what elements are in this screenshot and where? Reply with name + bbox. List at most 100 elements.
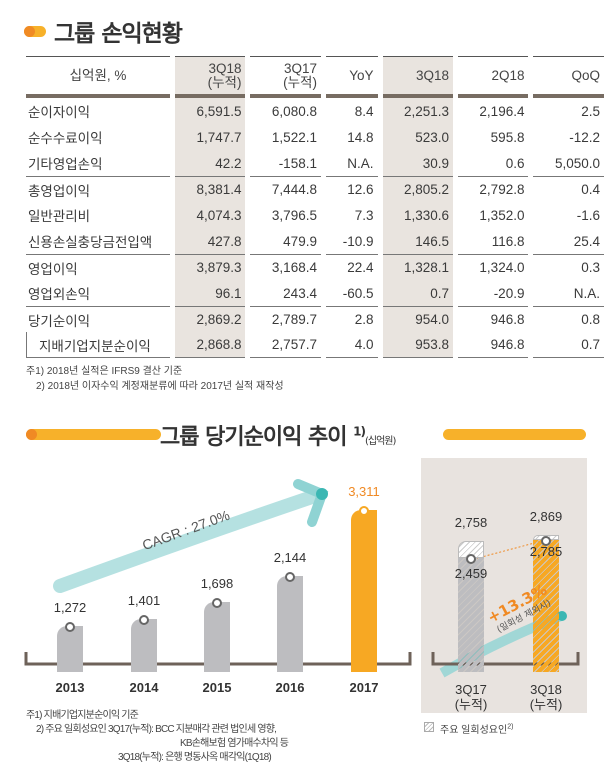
column-gap — [528, 228, 534, 254]
legend-hatch-swatch — [424, 722, 434, 732]
column-gap — [528, 124, 534, 150]
excl-label: 2,459 — [454, 566, 488, 582]
row-label: 일반관리비 — [28, 209, 91, 224]
cell-value: 12.6 — [325, 176, 378, 202]
bar-2013 — [57, 626, 83, 672]
cell-value: 953.8 — [382, 332, 453, 358]
title-bar-right — [443, 429, 586, 440]
cell-value: 6,591.5 — [175, 98, 246, 124]
cell-value: -12.2 — [569, 129, 600, 145]
table-row: 순수수료이익 1,747.7 1,522.1 14.8 523.0 595.8 -12.2 — [26, 124, 604, 150]
column-gap — [245, 56, 251, 98]
column-gap — [377, 332, 383, 358]
cell-value: 946.8 — [457, 306, 529, 332]
column-gap — [320, 124, 326, 150]
column-gap — [528, 254, 534, 280]
bar-2014 — [131, 618, 157, 672]
column-gap — [528, 280, 534, 306]
cell-value: 25.4 — [573, 233, 600, 249]
column-gap — [320, 306, 326, 332]
column-gap — [377, 124, 383, 150]
column-gap — [528, 202, 534, 228]
column-gap — [528, 176, 534, 202]
column-gap — [320, 56, 326, 98]
column-gap — [245, 98, 251, 124]
cell-value: -60.5 — [342, 285, 374, 301]
cell-value: 1,747.7 — [175, 124, 246, 150]
column-gap — [245, 280, 251, 306]
cell-value: 1,324.0 — [457, 254, 529, 280]
row-label: 지배기업지분순이익 — [26, 332, 170, 358]
column-gap — [170, 254, 175, 280]
cell-value: 946.8 — [457, 332, 529, 358]
total-label: 2,758 — [454, 515, 488, 531]
cell-value: 116.8 — [491, 233, 525, 249]
column-header: YoY — [325, 56, 378, 98]
column-gap — [320, 280, 326, 306]
growth-arrow-dot — [557, 611, 567, 621]
cell-value: 42.2 — [175, 150, 246, 176]
column-gap — [377, 254, 383, 280]
cell-value: 2,805.2 — [382, 176, 453, 202]
row-label: 신용손실충당금전입액 — [28, 235, 153, 250]
cell-value: N.A. — [347, 155, 374, 171]
year-label: 2015 — [202, 680, 232, 695]
column-gap — [452, 306, 458, 332]
column-gap — [377, 150, 383, 176]
cell-value: 14.8 — [347, 129, 374, 145]
row-label: 영업외손익 — [28, 287, 91, 302]
cell-value: 8.4 — [354, 103, 374, 119]
bar-value-label: 2,144 — [273, 550, 307, 566]
bar-2017 — [351, 510, 377, 672]
year-label: 2016 — [275, 680, 305, 695]
column-gap — [170, 332, 175, 358]
cell-value: 2,792.8 — [457, 176, 529, 202]
column-gap — [245, 228, 251, 254]
cell-value: 22.4 — [325, 254, 378, 280]
cell-value: -10.9 — [342, 233, 374, 249]
column-gap — [377, 306, 383, 332]
bar-value-label: 1,401 — [127, 592, 161, 608]
cell-value: 30.9 — [382, 150, 453, 176]
column-gap — [452, 202, 458, 228]
bar-marker — [359, 506, 369, 516]
chart-unit: (십억원) — [365, 436, 396, 447]
column-gap — [320, 254, 326, 280]
table-note-2: 2) 2018년 이자수익 계정재분류에 따라 2017년 실적 재작성 — [36, 381, 284, 392]
bar-value-label: 3,311 — [348, 484, 380, 499]
column-gap — [245, 124, 251, 150]
chart-note-4: 3Q18(누적): 은행 명동사옥 매각익(1Q18) — [118, 752, 272, 763]
column-gap — [320, 98, 326, 124]
column-gap — [377, 56, 383, 98]
section-bullet-icon — [24, 26, 46, 37]
column-gap — [245, 202, 251, 228]
cell-value: 0.7 — [533, 332, 604, 358]
chart-title: 그룹 당기순이익 추이 1)(십억원) — [160, 419, 396, 451]
chart-title-sup: 1) — [353, 424, 366, 439]
column-gap — [377, 176, 383, 202]
column-gap — [245, 176, 251, 202]
column-gap — [452, 176, 458, 202]
column-gap — [320, 228, 326, 254]
column-gap — [320, 332, 326, 358]
total-label: 2,869 — [529, 509, 563, 525]
cell-value: 7.3 — [354, 207, 374, 223]
cell-value: -1.6 — [576, 207, 600, 223]
cell-value: 8,381.4 — [175, 176, 246, 202]
cell-value: 3,168.4 — [250, 254, 321, 280]
income-table: 십억원, % 3Q18 (누적) 3Q17 (누적) YoY 3Q18 2Q18 QoQ 순… — [26, 56, 604, 358]
column-header: 2Q18 — [457, 56, 529, 98]
table-row: 순이자이익 6,591.5 6,080.8 8.4 2,251.3 2,196.4 2.5 — [26, 98, 604, 124]
column-gap — [377, 202, 383, 228]
chart-note-2: 2) 주요 일회성요인 3Q17(누적): BCC 지분매각 관련 법인세 영향… — [36, 724, 277, 735]
column-gap — [528, 56, 534, 98]
cell-value: N.A. — [573, 285, 600, 301]
column-gap — [320, 176, 326, 202]
cell-value: 3,796.5 — [271, 207, 317, 223]
bar-marker — [466, 554, 476, 565]
column-gap — [170, 306, 175, 332]
cell-value: 1,352.0 — [479, 207, 525, 223]
cell-value: 3,879.3 — [175, 254, 246, 280]
cagr-arrow-dot — [316, 488, 328, 500]
bar-2016 — [277, 576, 303, 672]
